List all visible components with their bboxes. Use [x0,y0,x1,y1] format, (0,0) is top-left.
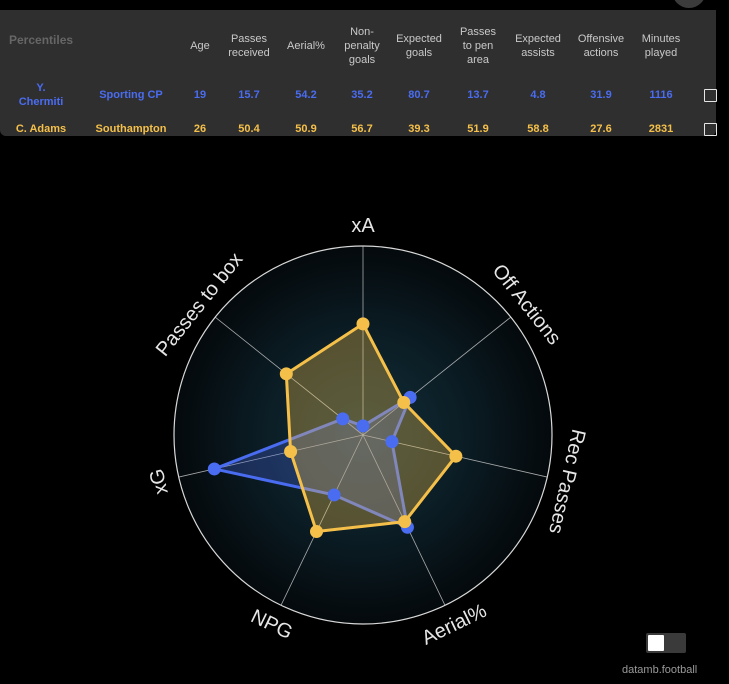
table-cell: 26 [193,123,207,135]
player-name-line: Chermiti [18,96,64,108]
row-checkbox[interactable] [704,123,717,136]
radar-data-point [336,412,350,426]
table-cell: 15.7 [238,89,260,101]
radar-spoke [280,434,364,606]
table-cell: 2831 [648,123,674,135]
column-header-line: received [228,47,270,59]
column-header-line: area [466,54,490,66]
radar-data-point [356,317,370,331]
credit-label: datamb.football [622,664,698,676]
column-header-line: Passes [230,33,268,45]
table-cell: 4.8 [530,89,546,101]
table-cell: 13.7 [467,89,489,101]
radar-data-point [207,462,221,476]
radar-data-point [385,435,399,449]
column-header-line: goals [405,47,433,59]
radar-data-point [398,515,412,529]
player-name: Y. Chermiti [6,81,76,109]
column-header[interactable]: Expected assists [508,32,568,60]
column-header-line: Passes [459,26,497,38]
table-cell: 50.4 [238,123,260,135]
radar-data-point [284,445,298,459]
table-cell: 35.2 [351,89,373,101]
column-header[interactable]: Non-penalty goals [337,25,387,67]
club-name: Southampton [95,123,167,135]
column-header-line: Age [190,40,210,52]
radar-data-point [327,488,341,502]
column-header-line: actions [583,47,619,59]
column-header[interactable]: Age [180,39,220,53]
column-header-line: penalty [344,40,380,52]
table-cell: 31.9 [590,89,612,101]
radar-axis-label: xG [146,467,173,497]
top-circle-button[interactable] [672,0,706,8]
table-cell: 1116 [649,89,673,101]
row-checkbox[interactable] [704,89,717,102]
column-header[interactable]: Expected goals [389,32,449,60]
column-header-line: assists [521,47,555,59]
toggle-knob[interactable] [648,635,664,651]
player-name: C. Adams [6,122,76,136]
table-cell: 58.8 [527,123,549,135]
column-header-line: Minutes [641,33,681,45]
radar-data-point [279,367,293,381]
column-header[interactable]: Passes received [219,32,279,60]
toggle-switch[interactable] [646,633,686,653]
table-cell: 27.6 [590,123,612,135]
table-cell: 39.3 [408,123,430,135]
radar-spoke [362,316,512,436]
radar-axis-label: xA [351,215,375,237]
column-header-line: Expected [396,33,442,45]
table-cell: 80.7 [408,89,430,101]
radar-data-point [356,419,370,433]
table-cell: 54.2 [295,89,317,101]
radar-data-point [449,449,463,463]
column-header-line: goals [348,54,376,66]
column-header-line: Offensive [577,33,625,45]
percentiles-table: Percentiles Age Passes received Aerial% Non-p… [0,10,717,136]
table-cell: 50.9 [295,123,317,135]
radar-data-point [310,525,324,539]
radar-series-area [284,322,458,534]
table-title: Percentiles [9,33,74,47]
column-header-line: Expected [515,33,561,45]
player-name-line: Y. [36,82,46,94]
table-cell: 51.9 [467,123,489,135]
column-header-line: played [644,47,678,59]
table-cell: 19 [193,89,207,101]
column-header[interactable]: Minutes played [631,32,691,60]
column-header[interactable]: Passes to pen area [453,25,503,67]
radar-data-point [397,395,411,409]
column-header[interactable]: Offensive actions [571,32,631,60]
column-header-line: Non- [350,26,374,38]
column-header[interactable]: Aerial% [276,39,336,53]
column-header-line: Aerial% [287,40,325,52]
column-header-line: to pen [462,40,494,52]
table-cell: 56.7 [351,123,373,135]
radar-axis-label: NPG [247,605,296,644]
club-name: Sporting CP [99,89,163,101]
player-name-line: C. Adams [15,123,67,135]
